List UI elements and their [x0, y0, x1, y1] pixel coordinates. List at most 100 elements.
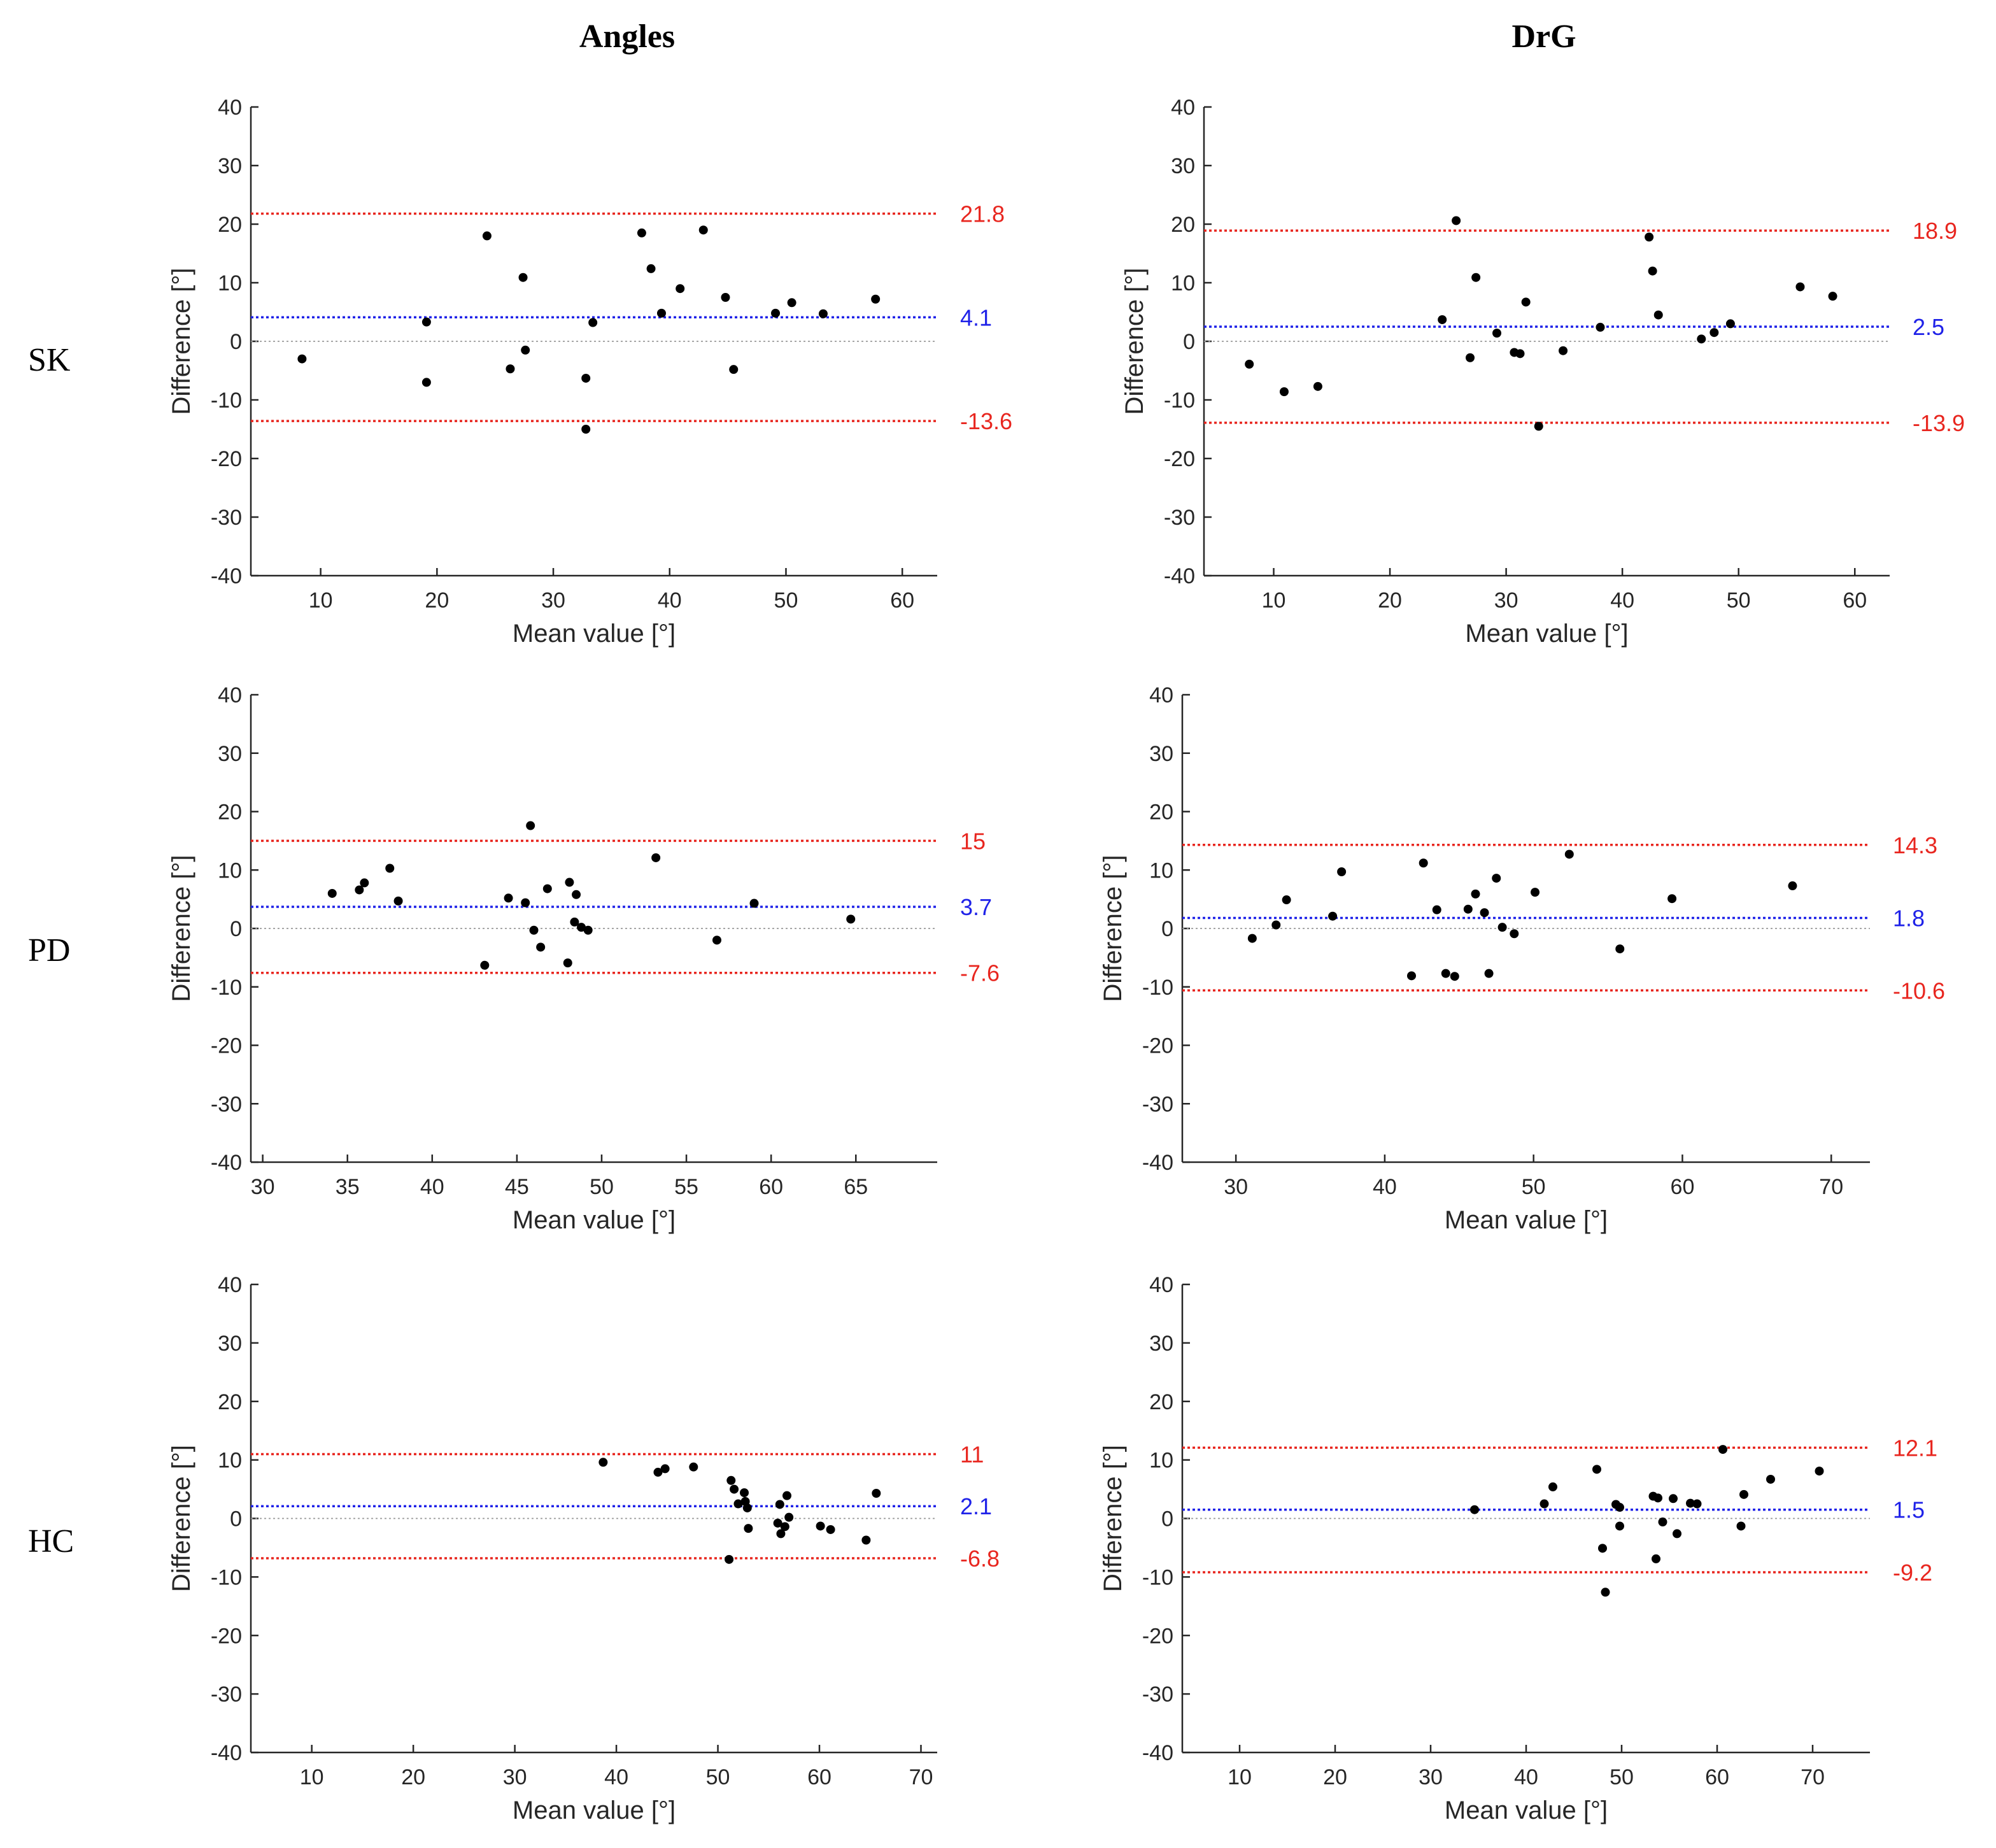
data-point	[1313, 381, 1322, 391]
data-point	[729, 365, 739, 374]
data-point	[740, 1488, 749, 1498]
x-tick-label: 20	[425, 588, 449, 613]
y-tick-label: 30	[1149, 1332, 1173, 1356]
data-point	[1653, 310, 1663, 320]
data-point	[1645, 232, 1654, 242]
limit-of-agreement-label: -9.2	[1893, 1560, 1932, 1586]
y-tick-label: -20	[1142, 1034, 1173, 1058]
x-tick-label: 65	[844, 1175, 868, 1199]
data-point	[1471, 889, 1480, 899]
data-point	[355, 885, 364, 895]
data-point	[1419, 858, 1428, 868]
data-point	[1337, 867, 1347, 877]
data-point	[872, 1488, 881, 1498]
data-point	[1328, 911, 1338, 921]
y-tick-label: -10	[1142, 976, 1173, 1000]
x-tick-label: 30	[251, 1175, 275, 1199]
y-tick-label: 10	[1149, 1449, 1173, 1473]
y-axis-label: Difference [°]	[167, 1445, 195, 1592]
x-axis-label: Mean value [°]	[1465, 620, 1628, 648]
limit-of-agreement-label: -7.6	[960, 960, 1000, 986]
data-point	[826, 1525, 835, 1534]
y-axis-label: Difference [°]	[1099, 1445, 1127, 1592]
column-title-drg: DrG	[1511, 18, 1576, 55]
data-point	[726, 1475, 736, 1485]
y-axis-label: Difference [°]	[1099, 855, 1127, 1002]
data-point	[1539, 1499, 1549, 1509]
limit-of-agreement-label: 15	[960, 828, 986, 854]
y-tick-label: 10	[1149, 858, 1173, 883]
data-point	[1279, 387, 1289, 397]
panel-hc-angles: -40 -30 -20 -10 0 10 20 30 40 10 20 30 40 50 60 70 Mean …	[167, 1273, 1000, 1824]
data-point	[1245, 359, 1254, 369]
column-title-angles: Angles	[579, 18, 675, 55]
x-axis-label: Mean value [°]	[513, 1796, 676, 1824]
y-axis-label: Difference [°]	[167, 855, 195, 1002]
mean-difference-label: 2.5	[1913, 314, 1944, 340]
y-tick-label: -20	[211, 447, 242, 471]
data-point	[637, 228, 646, 238]
data-point	[744, 1524, 753, 1533]
y-tick-label: 20	[1149, 1390, 1173, 1414]
data-point	[816, 1521, 825, 1531]
data-point	[1515, 349, 1525, 359]
data-point	[1548, 1482, 1557, 1491]
data-point	[577, 923, 586, 932]
data-point	[1601, 1588, 1610, 1597]
x-tick-label: 10	[300, 1765, 324, 1789]
data-point	[861, 1535, 871, 1545]
data-point	[1648, 266, 1657, 276]
data-point	[529, 925, 539, 935]
data-point	[518, 273, 528, 282]
x-tick-label: 60	[890, 588, 914, 613]
x-axis-label: Mean value [°]	[1445, 1206, 1608, 1234]
data-point	[776, 1529, 786, 1539]
data-point	[542, 884, 552, 893]
x-tick-label: 60	[807, 1765, 832, 1789]
data-point	[676, 284, 685, 294]
data-point	[588, 318, 598, 327]
y-tick-label: 30	[218, 1332, 242, 1356]
y-tick-label: 40	[1149, 683, 1173, 707]
data-point	[656, 308, 666, 318]
y-tick-label: 30	[218, 154, 242, 178]
data-point	[871, 294, 881, 304]
x-tick-label: 10	[1228, 1765, 1252, 1789]
data-point	[1697, 334, 1706, 344]
x-tick-label: 60	[1843, 588, 1867, 613]
data-point	[297, 354, 307, 364]
limit-of-agreement-label: -13.6	[960, 408, 1012, 434]
data-point	[773, 1518, 782, 1528]
data-point	[480, 960, 490, 970]
x-tick-label: 70	[1801, 1765, 1825, 1789]
data-point	[1510, 929, 1519, 939]
x-tick-label: 30	[503, 1765, 527, 1789]
y-axis-label: Difference [°]	[1121, 268, 1149, 415]
data-point	[775, 1500, 784, 1509]
data-point	[660, 1464, 670, 1474]
data-point	[1615, 1503, 1624, 1512]
x-tick-label: 30	[541, 588, 565, 613]
data-point	[327, 888, 337, 898]
y-axis-label: Difference [°]	[167, 268, 195, 415]
y-tick-label: -10	[1164, 388, 1195, 413]
y-tick-label: -30	[211, 506, 242, 530]
y-tick-label: 40	[218, 683, 242, 707]
x-tick-label: 60	[1705, 1765, 1729, 1789]
y-tick-label: 0	[1161, 1507, 1173, 1532]
y-tick-label: -40	[211, 564, 242, 588]
y-tick-label: -30	[1142, 1092, 1173, 1116]
mean-difference-label: 2.1	[960, 1493, 992, 1519]
y-tick-label: -20	[211, 1034, 242, 1058]
data-point	[1615, 1521, 1624, 1531]
data-point	[1492, 329, 1502, 338]
data-point	[653, 1467, 663, 1477]
y-tick-label: 40	[1171, 96, 1195, 120]
data-point	[1471, 273, 1481, 282]
y-tick-label: -40	[1142, 1741, 1173, 1765]
panel-pd-drg: -40 -30 -20 -10 0 10 20 30 40 30 40 50 60 70 Mean valu…	[1099, 683, 1945, 1234]
x-tick-label: 45	[505, 1175, 529, 1199]
data-point	[1692, 1499, 1702, 1509]
y-tick-label: -10	[211, 388, 242, 413]
